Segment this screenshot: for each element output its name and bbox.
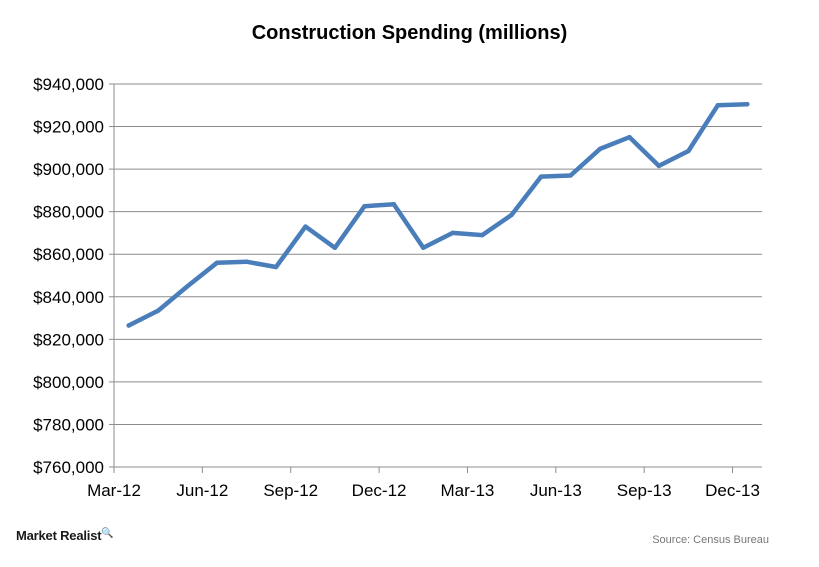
magnifier-icon: 🔍 — [101, 528, 114, 539]
data-point — [656, 163, 662, 169]
y-tick-label: $760,000 — [33, 458, 104, 477]
x-tick-label: Dec-13 — [705, 481, 760, 500]
data-point — [745, 102, 750, 107]
source-note: Source: Census Bureau — [652, 534, 769, 546]
y-tick-label: $820,000 — [33, 330, 104, 349]
brand-name: Market Realist — [16, 528, 102, 543]
data-point — [303, 224, 308, 229]
y-tick-label: $800,000 — [33, 373, 104, 392]
series-group — [126, 101, 750, 328]
data-point — [597, 146, 603, 152]
y-tick-label: $900,000 — [33, 160, 104, 179]
data-point — [421, 245, 426, 251]
y-tick-label: $780,000 — [33, 415, 104, 434]
data-point — [362, 204, 367, 209]
data-point — [214, 260, 220, 265]
x-tick-label: Mar-12 — [87, 481, 141, 500]
data-point — [479, 232, 485, 238]
data-point — [538, 174, 544, 179]
x-tick-label: Dec-12 — [352, 481, 407, 500]
x-tick-label: Jun-13 — [530, 481, 582, 500]
data-point — [273, 264, 279, 270]
y-tick-label: $880,000 — [33, 203, 104, 222]
x-tick-label: Mar-13 — [441, 481, 495, 500]
data-point — [155, 308, 161, 313]
brand-logo: Market Realist🔍 — [16, 528, 114, 543]
gridlines — [114, 83, 762, 425]
y-axis: $760,000 $780,000 $800,000 $820,000 $840,000… — [33, 75, 115, 477]
data-point — [450, 230, 455, 236]
x-tick-label: Sep-13 — [617, 481, 672, 500]
data-point — [244, 259, 249, 264]
data-point — [332, 245, 338, 251]
data-point — [126, 323, 131, 328]
y-tick-label: $940,000 — [33, 75, 104, 94]
y-tick-label: $840,000 — [33, 288, 104, 307]
y-tick-label: $920,000 — [33, 118, 104, 137]
series-line — [126, 101, 750, 328]
data-point — [509, 212, 514, 218]
data-point — [391, 202, 397, 207]
data-point — [686, 148, 691, 154]
y-tick-label: $860,000 — [33, 245, 104, 264]
data-point — [568, 173, 573, 178]
data-point — [715, 103, 721, 108]
x-tick-label: Jun-12 — [176, 481, 228, 500]
chart-title: Construction Spending (millions) — [251, 22, 568, 44]
x-axis: Mar-12 Jun-12 Sep-12 Dec-12 Mar-13 Jun-13 Sep-… — [87, 466, 762, 500]
data-point — [627, 134, 632, 140]
data-point — [185, 283, 190, 289]
x-tick-label: Sep-12 — [263, 481, 318, 500]
